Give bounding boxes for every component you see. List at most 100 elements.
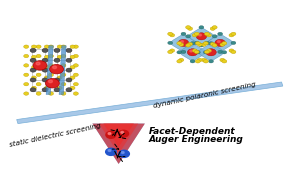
- Circle shape: [49, 82, 53, 86]
- Circle shape: [49, 92, 53, 95]
- Circle shape: [70, 76, 75, 79]
- Polygon shape: [17, 82, 283, 124]
- Circle shape: [229, 33, 234, 37]
- Circle shape: [36, 54, 41, 58]
- Circle shape: [195, 51, 200, 54]
- Circle shape: [217, 41, 220, 43]
- Circle shape: [70, 86, 75, 90]
- Circle shape: [186, 44, 191, 47]
- Circle shape: [61, 45, 66, 48]
- Text: static dielectric screening: static dielectric screening: [9, 122, 102, 148]
- Circle shape: [209, 42, 214, 45]
- Circle shape: [42, 68, 48, 72]
- Circle shape: [66, 68, 72, 72]
- Polygon shape: [179, 43, 206, 61]
- Circle shape: [36, 73, 41, 77]
- Circle shape: [106, 148, 116, 155]
- Circle shape: [121, 152, 124, 153]
- Circle shape: [218, 50, 223, 54]
- Circle shape: [57, 55, 62, 59]
- Circle shape: [179, 43, 184, 46]
- Circle shape: [168, 32, 173, 36]
- Circle shape: [186, 35, 191, 38]
- Circle shape: [49, 45, 53, 48]
- Circle shape: [42, 88, 48, 92]
- Circle shape: [44, 45, 49, 48]
- Circle shape: [222, 51, 227, 54]
- Circle shape: [206, 33, 211, 37]
- Circle shape: [54, 78, 60, 82]
- Circle shape: [30, 78, 36, 82]
- Circle shape: [61, 92, 66, 95]
- Circle shape: [181, 50, 186, 54]
- Circle shape: [192, 49, 197, 52]
- Circle shape: [212, 35, 217, 38]
- Circle shape: [218, 32, 223, 36]
- Circle shape: [44, 76, 49, 79]
- Circle shape: [119, 150, 129, 157]
- Circle shape: [231, 41, 236, 45]
- Circle shape: [73, 73, 78, 77]
- Circle shape: [70, 45, 75, 48]
- Circle shape: [32, 45, 36, 48]
- Circle shape: [57, 76, 62, 79]
- Circle shape: [190, 60, 195, 63]
- Circle shape: [168, 41, 173, 45]
- Circle shape: [61, 82, 66, 86]
- Circle shape: [215, 39, 225, 46]
- Circle shape: [30, 88, 36, 92]
- Text: Facet-Dependent: Facet-Dependent: [149, 127, 236, 136]
- Circle shape: [44, 86, 49, 90]
- Circle shape: [54, 58, 60, 62]
- Circle shape: [36, 64, 41, 67]
- Circle shape: [208, 50, 211, 52]
- Circle shape: [177, 60, 182, 63]
- Circle shape: [32, 76, 36, 79]
- Circle shape: [220, 58, 225, 62]
- Circle shape: [194, 32, 199, 36]
- Text: dynamic polaronic screening: dynamic polaronic screening: [152, 82, 256, 109]
- Circle shape: [212, 26, 217, 29]
- Circle shape: [203, 60, 208, 63]
- Circle shape: [177, 51, 182, 54]
- Circle shape: [181, 41, 184, 43]
- Circle shape: [192, 33, 197, 37]
- Circle shape: [73, 45, 78, 48]
- Circle shape: [61, 64, 66, 67]
- Circle shape: [195, 42, 200, 45]
- Polygon shape: [198, 43, 224, 61]
- Circle shape: [181, 32, 186, 36]
- Circle shape: [73, 92, 78, 95]
- Circle shape: [188, 42, 192, 46]
- Polygon shape: [46, 46, 53, 94]
- Circle shape: [54, 88, 60, 92]
- Circle shape: [42, 58, 48, 62]
- Circle shape: [36, 92, 41, 95]
- Circle shape: [210, 42, 215, 46]
- Polygon shape: [103, 124, 134, 147]
- Circle shape: [201, 43, 206, 46]
- Circle shape: [177, 42, 182, 45]
- Circle shape: [108, 149, 111, 151]
- Circle shape: [118, 130, 129, 137]
- Polygon shape: [59, 46, 66, 94]
- Circle shape: [66, 88, 72, 92]
- Text: Auger Engineering: Auger Engineering: [149, 135, 244, 144]
- Circle shape: [196, 33, 207, 40]
- Circle shape: [204, 41, 210, 45]
- Circle shape: [186, 26, 191, 29]
- Circle shape: [57, 86, 62, 90]
- Circle shape: [197, 58, 202, 62]
- Circle shape: [199, 34, 201, 36]
- Circle shape: [57, 45, 62, 48]
- Circle shape: [66, 78, 72, 82]
- Circle shape: [24, 92, 29, 95]
- Circle shape: [203, 42, 208, 45]
- Circle shape: [24, 82, 29, 86]
- Circle shape: [24, 45, 29, 48]
- Circle shape: [222, 60, 227, 63]
- Circle shape: [121, 131, 124, 133]
- Polygon shape: [170, 34, 197, 52]
- Circle shape: [42, 78, 48, 82]
- Circle shape: [204, 32, 209, 36]
